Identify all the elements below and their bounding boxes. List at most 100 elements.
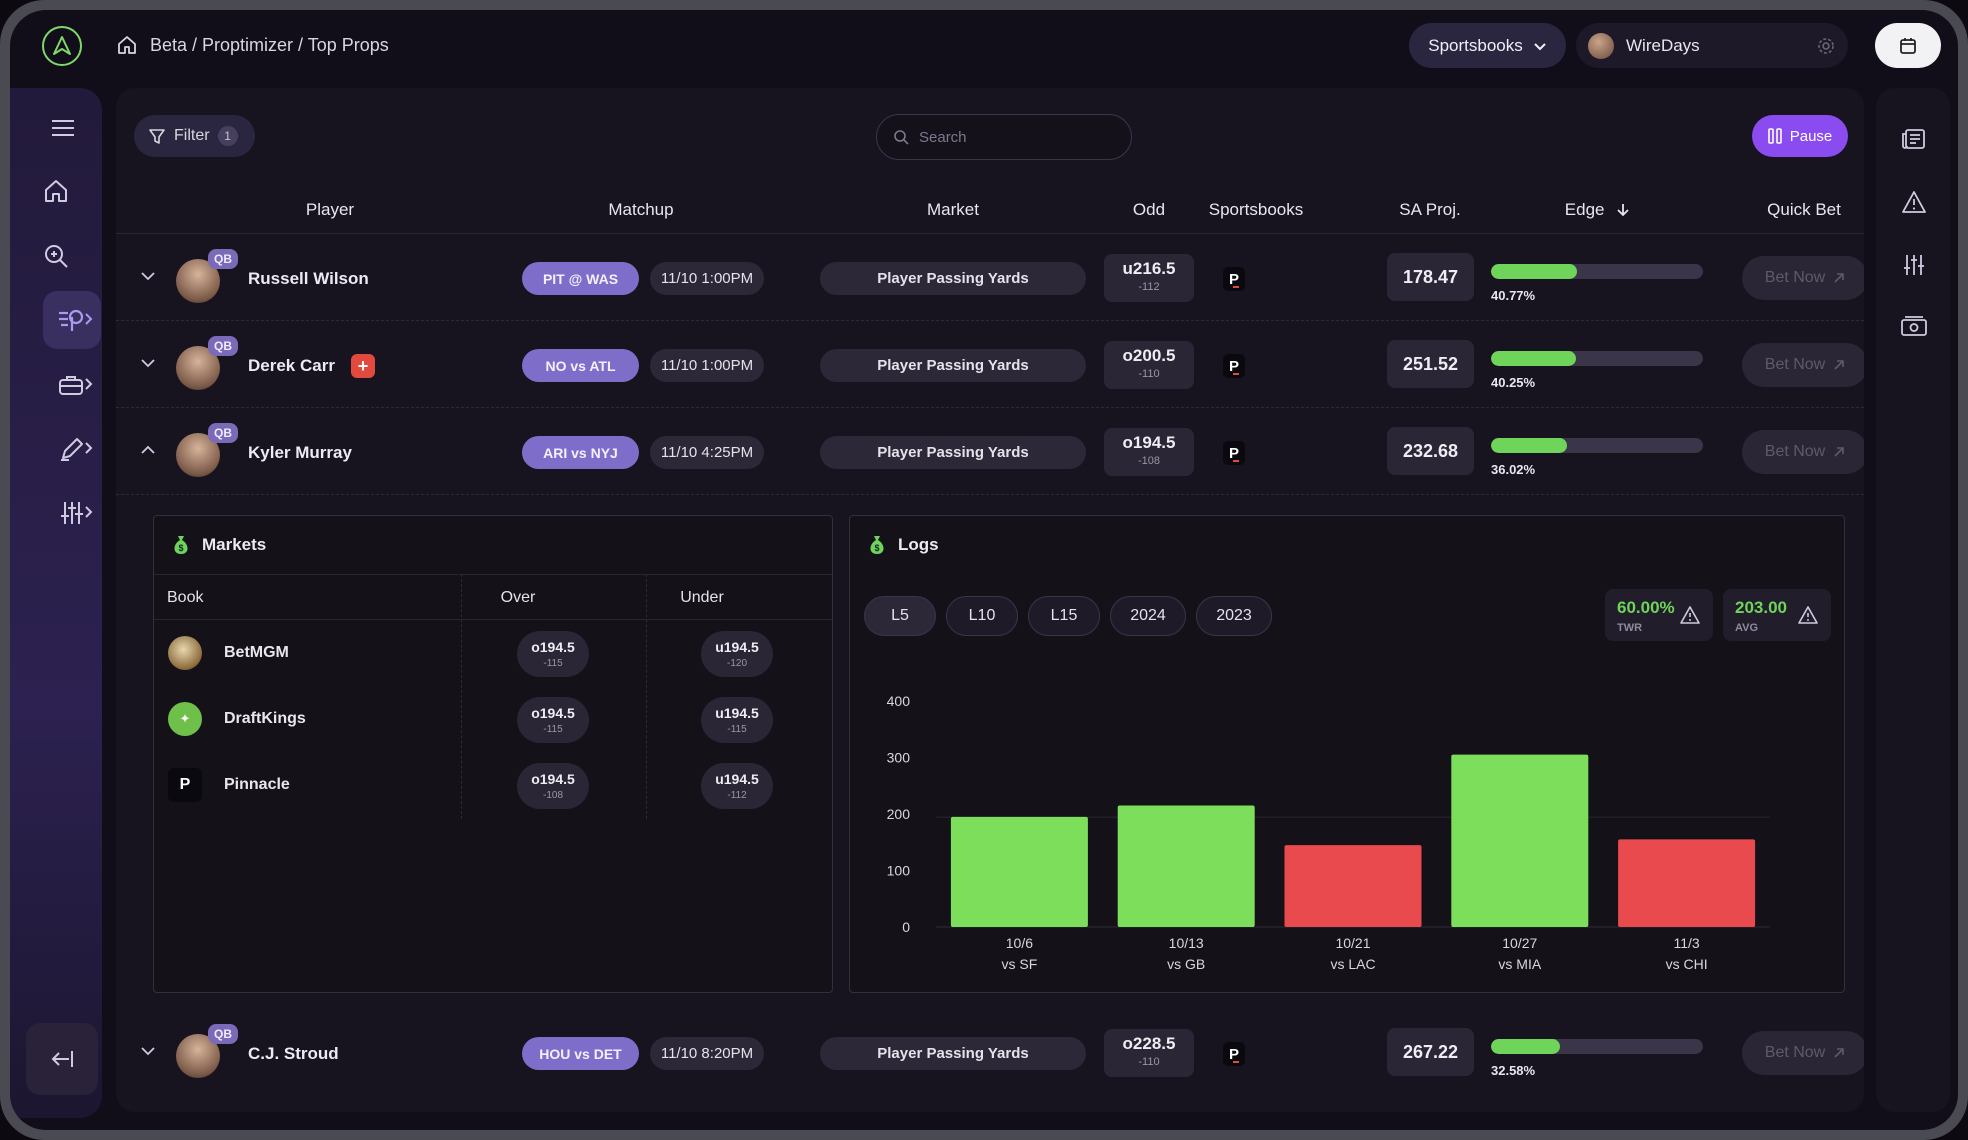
twr-stat: 60.00% TWR <box>1605 589 1713 641</box>
x-tick-opponent: vs LAC <box>1330 956 1375 972</box>
under-line: u194.5 <box>715 639 759 655</box>
warning-icon[interactable] <box>1679 605 1701 625</box>
proptimizer-icon <box>59 309 84 331</box>
bet-now-button[interactable]: Bet Now <box>1742 430 1864 474</box>
bet-now-button[interactable]: Bet Now <box>1742 343 1864 387</box>
col-sportsbooks[interactable]: Sportsbooks <box>1208 200 1304 219</box>
tab-l10[interactable]: L10 <box>946 596 1018 636</box>
odd-box: o194.5 -108 <box>1104 428 1194 476</box>
warning-icon[interactable] <box>1899 187 1929 217</box>
under-odds-button[interactable]: u194.5 -120 <box>701 631 773 677</box>
col-odd[interactable]: Odd <box>1132 200 1166 219</box>
chevron-right-icon <box>85 442 93 454</box>
market-badge: Player Passing Yards <box>820 436 1086 469</box>
tab-l5[interactable]: L5 <box>864 596 936 636</box>
breadcrumb: Beta / Proptimizer / Top Props <box>116 34 389 56</box>
news-icon[interactable] <box>1899 124 1929 154</box>
col-market[interactable]: Market <box>927 200 979 219</box>
col-edge[interactable]: Edge <box>1547 200 1647 220</box>
over-line: o194.5 <box>531 639 575 655</box>
under-odds-button[interactable]: u194.5 -112 <box>701 763 773 809</box>
pause-label: Pause <box>1789 127 1833 145</box>
book-name[interactable]: BetMGM <box>224 644 289 661</box>
over-odds-button[interactable]: o194.5 -115 <box>517 631 589 677</box>
over-odds-button[interactable]: o194.5 -108 <box>517 763 589 809</box>
gear-icon[interactable] <box>1816 36 1836 56</box>
cash-icon[interactable] <box>1899 312 1929 342</box>
player-name[interactable]: Derek Carr <box>248 356 335 375</box>
odd-line: u216.5 <box>1122 259 1176 278</box>
book-name[interactable]: Pinnacle <box>224 776 290 793</box>
player-name[interactable]: Russell Wilson <box>248 269 369 288</box>
warning-icon[interactable] <box>1797 605 1819 625</box>
nav-settings[interactable] <box>43 484 101 542</box>
bet-now-label: Bet Now <box>1764 269 1826 286</box>
collapse-sidebar-button[interactable] <box>26 1023 98 1095</box>
sliders-icon[interactable] <box>1899 250 1929 280</box>
nav-search[interactable] <box>27 227 85 285</box>
sportsbooks-label: Sportsbooks <box>1428 35 1523 55</box>
nav-betslip[interactable] <box>43 356 101 414</box>
player-name[interactable]: Kyler Murray <box>248 443 352 462</box>
under-odds-button[interactable]: u194.5 -115 <box>701 697 773 743</box>
pinnacle-logo-icon: P <box>168 768 202 802</box>
search-box[interactable] <box>876 114 1132 160</box>
odd-price: -110 <box>1138 1056 1160 1068</box>
search-input[interactable] <box>919 128 1099 146</box>
over-odds-button[interactable]: o194.5 -115 <box>517 697 589 743</box>
chevron-up-icon[interactable] <box>140 442 156 458</box>
book-name[interactable]: DraftKings <box>224 710 306 727</box>
col-quick-bet[interactable]: Quick Bet <box>1767 200 1841 219</box>
market-badge: Player Passing Yards <box>820 349 1086 382</box>
bet-now-button[interactable]: Bet Now <box>1742 1031 1864 1075</box>
nav-tools[interactable] <box>43 420 101 478</box>
matchup-badge: HOU vs DET <box>522 1037 639 1070</box>
arrow-down-icon <box>1617 204 1629 217</box>
home-icon[interactable] <box>116 34 138 56</box>
user-menu[interactable]: WireDays <box>1576 23 1848 68</box>
x-tick-date: 10/21 <box>1335 935 1370 951</box>
app-logo-icon[interactable] <box>42 26 82 66</box>
breadcrumb-path[interactable]: Beta / Proptimizer / Top Props <box>150 34 389 55</box>
odd-price: -108 <box>1137 455 1161 467</box>
book-row: ✦ DraftKings o194.5 -115 u194.5 -115 <box>154 686 832 752</box>
tab-2024[interactable]: 2024 <box>1110 596 1186 636</box>
bar[interactable] <box>1451 754 1589 927</box>
menu-icon[interactable] <box>34 99 92 157</box>
player-name[interactable]: C.J. Stroud <box>248 1044 339 1063</box>
odd-price: -110 <box>1138 368 1160 380</box>
chevron-down-icon[interactable] <box>140 355 156 371</box>
bar[interactable] <box>950 816 1088 927</box>
money-bag-icon: $ <box>174 536 188 554</box>
col-sa-proj[interactable]: SA Proj. <box>1399 200 1461 219</box>
filter-icon <box>149 129 165 144</box>
calendar-button[interactable] <box>1875 23 1941 68</box>
bet-now-label: Bet Now <box>1764 1044 1826 1061</box>
col-matchup[interactable]: Matchup <box>608 200 674 219</box>
bet-now-button[interactable]: Bet Now <box>1742 256 1864 300</box>
edge-percent: 40.25% <box>1491 375 1536 390</box>
nav-proptimizer[interactable] <box>43 291 101 349</box>
filter-button[interactable]: Filter 1 <box>134 115 255 157</box>
bar[interactable] <box>1618 839 1756 927</box>
markets-panel: $ Markets Book Over Under BetMGM o194.5 -1… <box>153 515 833 993</box>
sportsbooks-dropdown[interactable]: Sportsbooks <box>1409 23 1566 68</box>
chevron-down-icon[interactable] <box>140 1043 156 1059</box>
position-badge: QB <box>208 1024 238 1044</box>
edge-bar-fill <box>1491 351 1577 366</box>
injury-cross-icon[interactable]: + <box>351 354 375 378</box>
tab-2023[interactable]: 2023 <box>1196 596 1272 636</box>
chevron-down-icon[interactable] <box>140 268 156 284</box>
x-tick-opponent: vs SF <box>1002 956 1038 972</box>
x-tick-opponent: vs CHI <box>1666 956 1708 972</box>
col-player[interactable]: Player <box>305 200 355 219</box>
tab-l15[interactable]: L15 <box>1028 596 1100 636</box>
bet-now-label: Bet Now <box>1764 443 1826 460</box>
nav-home[interactable] <box>27 162 85 220</box>
pause-button[interactable]: Pause <box>1752 115 1848 157</box>
over-price: -108 <box>542 790 563 801</box>
user-name: WireDays <box>1626 35 1700 55</box>
bar[interactable] <box>1117 805 1255 927</box>
game-time: 11/10 8:20PM <box>650 1037 764 1070</box>
bar[interactable] <box>1284 845 1422 927</box>
